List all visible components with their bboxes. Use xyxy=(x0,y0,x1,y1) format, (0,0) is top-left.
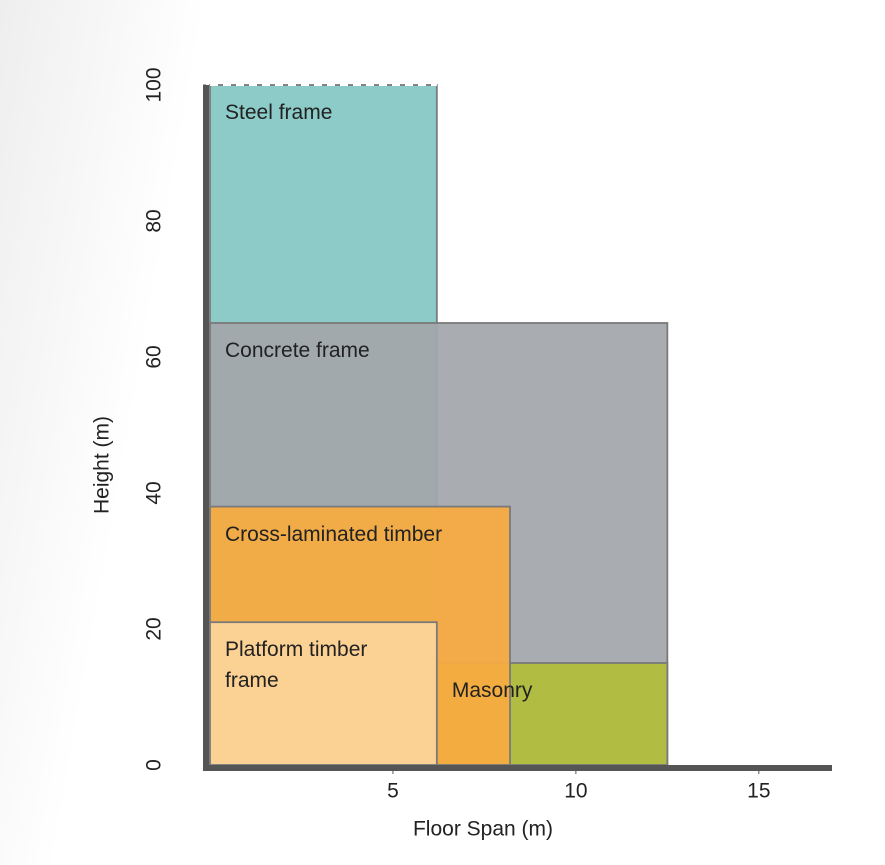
series-label: Masonry xyxy=(451,679,533,702)
y-tick-label: 100 xyxy=(143,67,166,102)
x-axis-title: Floor Span (m) xyxy=(413,818,553,841)
series-label: Concrete frame xyxy=(225,339,370,362)
x-tick-label: 5 xyxy=(387,780,399,803)
range-rect xyxy=(209,621,438,766)
series-label: Platform timber frame xyxy=(225,638,368,693)
x-tick-label: 15 xyxy=(747,780,770,803)
y-tick-label: 20 xyxy=(143,617,166,640)
series-label: Cross-laminated timber xyxy=(225,522,443,546)
y-tick-label: 40 xyxy=(143,481,166,504)
y-tick-label: 80 xyxy=(143,209,166,232)
series-label: Steel frame xyxy=(225,101,333,124)
y-axis-title: Height (m) xyxy=(91,416,114,514)
x-tick-label: 10 xyxy=(564,780,587,803)
y-tick-label: 60 xyxy=(143,345,166,368)
y-tick-label: 0 xyxy=(143,759,166,771)
